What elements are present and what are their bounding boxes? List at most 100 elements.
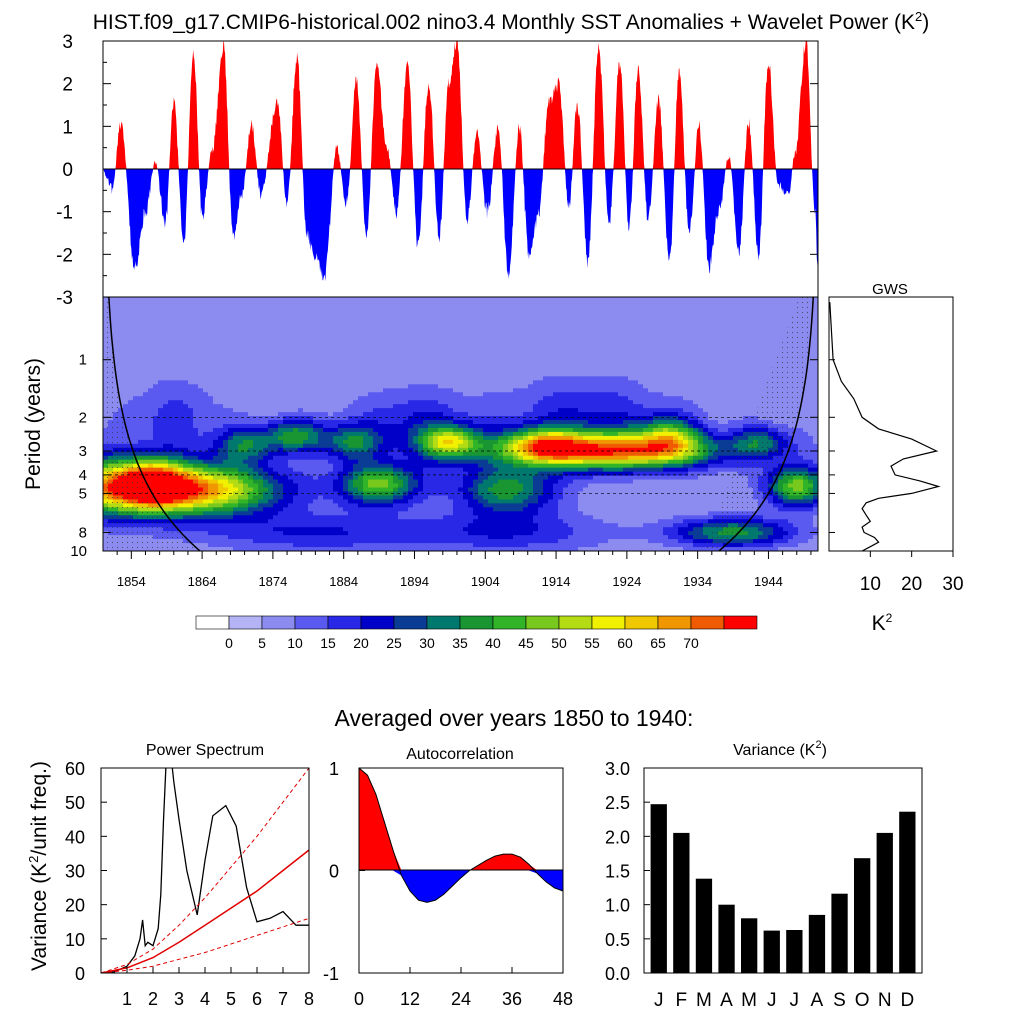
wavelet-cell bbox=[208, 368, 214, 374]
wavelet-cell bbox=[148, 467, 154, 473]
wavelet-cell bbox=[478, 340, 484, 346]
wavelet-cell bbox=[263, 539, 269, 544]
wavelet-cell bbox=[233, 424, 239, 429]
wavelet-cell bbox=[453, 543, 459, 548]
wavelet-cell bbox=[383, 507, 389, 512]
wavelet-cell bbox=[283, 451, 289, 457]
wavelet-cell bbox=[403, 543, 409, 548]
wavelet-cell bbox=[408, 408, 414, 413]
wavelet-cell bbox=[313, 352, 319, 358]
wavelet-cell bbox=[228, 539, 234, 544]
wavelet-cell bbox=[143, 416, 149, 421]
wavelet-cell bbox=[428, 336, 434, 342]
wavelet-cell bbox=[128, 360, 134, 366]
wavelet-cell bbox=[193, 408, 199, 413]
wavelet-cell bbox=[243, 487, 249, 493]
wavelet-cell bbox=[418, 475, 424, 481]
wavelet-cell bbox=[253, 471, 259, 477]
wavelet-cell bbox=[243, 328, 249, 334]
wavelet-cell bbox=[328, 380, 334, 385]
wavelet-cell bbox=[468, 424, 474, 429]
wavelet-cell bbox=[263, 368, 269, 374]
wavelet-cell bbox=[158, 364, 164, 370]
wavelet-cell bbox=[328, 364, 334, 370]
wavelet-cell bbox=[228, 527, 234, 532]
wavelet-cell bbox=[188, 420, 194, 425]
wavelet-cell bbox=[443, 368, 449, 374]
wavelet-cell bbox=[253, 431, 259, 437]
wavelet-cell bbox=[318, 332, 324, 338]
wavelet-cell bbox=[223, 297, 229, 302]
wavelet-cell bbox=[143, 451, 149, 457]
wavelet-cell bbox=[418, 388, 424, 393]
wavelet-cell bbox=[168, 404, 174, 409]
wavelet-cell bbox=[133, 404, 139, 409]
wavelet-cell bbox=[398, 491, 404, 497]
wavelet-cell bbox=[353, 427, 359, 433]
wavelet-cell bbox=[253, 396, 259, 401]
wavelet-cell bbox=[443, 499, 449, 504]
wavelet-cell bbox=[233, 384, 239, 389]
wavelet-cell bbox=[168, 427, 174, 433]
wavelet-cell bbox=[238, 507, 244, 512]
wavelet-cell bbox=[478, 304, 484, 310]
wavelet-cell bbox=[133, 368, 139, 374]
wavelet-cell bbox=[238, 435, 244, 441]
wavelet-cell bbox=[408, 308, 414, 314]
wavelet-cell bbox=[178, 439, 184, 445]
wavelet-cell bbox=[118, 336, 124, 342]
wavelet-cell bbox=[478, 316, 484, 322]
wavelet-cell bbox=[398, 499, 404, 504]
wavelet-cell bbox=[323, 412, 329, 417]
wavelet-cell bbox=[353, 547, 359, 551]
wavelet-cell bbox=[203, 467, 209, 473]
wavelet-cell bbox=[228, 455, 234, 461]
wavelet-cell bbox=[213, 424, 219, 429]
wavelet-cell bbox=[473, 400, 479, 405]
wavelet-cell bbox=[148, 412, 154, 417]
wavelet-cell bbox=[388, 297, 394, 302]
wavelet-cell bbox=[488, 320, 494, 326]
wavelet-cell bbox=[288, 439, 294, 445]
wavelet-cell bbox=[408, 416, 414, 421]
wavelet-cell bbox=[438, 336, 444, 342]
wavelet-cell bbox=[328, 320, 334, 326]
wavelet-cell bbox=[463, 372, 469, 377]
wavelet-cell bbox=[163, 344, 169, 350]
wavelet-cell bbox=[228, 463, 234, 469]
wavelet-cell bbox=[253, 439, 259, 445]
wavelet-cell bbox=[393, 447, 399, 453]
wavelet-cell bbox=[408, 511, 414, 516]
wavelet-cell bbox=[148, 308, 154, 314]
wavelet-cell bbox=[453, 523, 459, 528]
wavelet-cell bbox=[388, 404, 394, 409]
wavelet-cell bbox=[448, 304, 454, 310]
wavelet-cell bbox=[473, 336, 479, 342]
wavelet-cell bbox=[428, 527, 434, 532]
wavelet-cell bbox=[393, 547, 399, 551]
wavelet-cell bbox=[188, 519, 194, 524]
wavelet-cell bbox=[428, 487, 434, 493]
wavelet-cell bbox=[283, 320, 289, 326]
wavelet-cell bbox=[223, 515, 229, 520]
wavelet-cell bbox=[178, 376, 184, 381]
wavelet-cell bbox=[168, 344, 174, 350]
wavelet-cell bbox=[248, 455, 254, 461]
wavelet-cell bbox=[448, 416, 454, 421]
wavelet-cell bbox=[473, 543, 479, 548]
wavelet-cell bbox=[363, 320, 369, 326]
wavelet-cell bbox=[218, 471, 224, 477]
wavelet-cell bbox=[293, 503, 299, 508]
wavelet-cell bbox=[408, 380, 414, 385]
wavelet-cell bbox=[238, 356, 244, 362]
wavelet-cell bbox=[153, 368, 159, 374]
wavelet-cell bbox=[318, 475, 324, 481]
wavelet-cell bbox=[188, 312, 194, 318]
wavelet-cell bbox=[333, 539, 339, 544]
wavelet-cell bbox=[383, 455, 389, 461]
wavelet-cell bbox=[393, 300, 399, 306]
wavelet-cell bbox=[213, 439, 219, 445]
wavelet-cell bbox=[483, 523, 489, 528]
wavelet-cell bbox=[283, 439, 289, 445]
wavelet-cell bbox=[453, 479, 459, 485]
